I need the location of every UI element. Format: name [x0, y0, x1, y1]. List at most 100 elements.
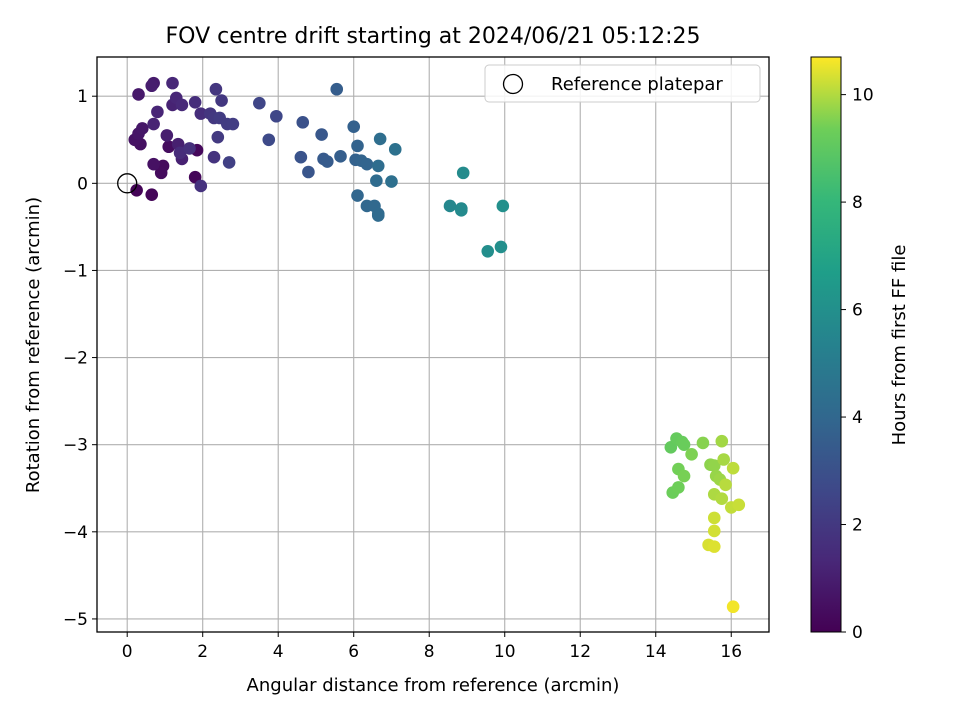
data-point: [320, 155, 334, 168]
data-point: [145, 79, 159, 93]
data-point: [696, 436, 710, 450]
data-point: [347, 120, 361, 133]
legend: Reference platepar: [484, 64, 761, 103]
data-point: [188, 96, 202, 109]
data-point: [154, 166, 168, 180]
data-point: [373, 132, 387, 146]
data-point: [717, 453, 730, 466]
y-tick-label: −3: [63, 436, 88, 456]
data-points: [128, 76, 746, 614]
x-tick-label: 4: [273, 642, 284, 662]
legend-label: Reference platepar: [551, 74, 723, 95]
data-point: [715, 434, 729, 448]
colorbar-tick-label: 8: [852, 193, 863, 213]
x-tick-label: 2: [197, 642, 208, 662]
data-point: [262, 133, 276, 147]
data-point: [707, 524, 721, 538]
x-tick-label: 8: [424, 642, 435, 662]
data-point: [456, 166, 470, 180]
data-point: [270, 109, 283, 123]
data-point: [296, 116, 310, 129]
data-point: [334, 150, 347, 163]
data-point: [194, 179, 208, 193]
data-point: [726, 600, 740, 614]
data-point: [715, 492, 729, 506]
data-point: [222, 156, 236, 169]
data-point: [183, 142, 196, 155]
data-point: [226, 117, 240, 131]
x-tick-label: 6: [348, 642, 359, 662]
legend-box: [484, 64, 761, 103]
data-point: [707, 511, 721, 525]
x-tick-label: 14: [645, 642, 667, 662]
x-axis-label: Angular distance from reference (arcmin): [247, 675, 620, 696]
plot-frame: [96, 56, 770, 633]
data-point: [351, 139, 364, 153]
y-tick-label: −1: [63, 261, 88, 281]
data-point: [481, 244, 495, 258]
data-point: [147, 157, 160, 171]
data-point: [330, 82, 344, 96]
data-point: [672, 481, 685, 494]
colorbar-label: Hours from first FF file: [889, 245, 910, 446]
data-point: [677, 469, 691, 483]
data-point: [360, 157, 374, 171]
data-point: [496, 199, 510, 213]
data-point: [388, 143, 402, 156]
data-point: [371, 159, 385, 173]
data-point: [162, 140, 176, 154]
legend-marker-icon: [502, 73, 524, 95]
data-point: [315, 128, 328, 141]
data-point: [677, 438, 691, 451]
data-point: [151, 105, 164, 119]
data-point: [455, 204, 468, 217]
data-point: [253, 96, 266, 110]
y-axis-label: Rotation from reference (arcmin): [23, 197, 44, 493]
colorbar-tick-label: 4: [852, 408, 863, 428]
y-tick-label: 0: [77, 174, 88, 194]
data-point: [443, 199, 457, 213]
x-tick-label: 0: [122, 642, 133, 662]
data-point: [302, 165, 315, 179]
data-point: [173, 146, 187, 160]
data-point: [685, 447, 698, 461]
data-point: [166, 76, 179, 90]
data-point: [726, 461, 740, 475]
grid-lines: [97, 57, 769, 632]
reference-marker: [117, 173, 138, 194]
data-point: [145, 188, 159, 201]
y-tick-label: −2: [63, 349, 88, 369]
data-point: [294, 150, 308, 164]
colorbar-ticks: 0 2 4 6 8 10: [841, 86, 874, 643]
x-axis-ticks: 0 2 4 6 8 10 12 14 16: [122, 632, 742, 662]
data-point: [130, 183, 143, 197]
colorbar: 0 2 4 6 8 10 Hours from first FF file: [810, 56, 910, 643]
x-tick-label: 12: [569, 642, 591, 662]
colorbar-gradient: [810, 56, 842, 633]
reference-point: [117, 173, 138, 194]
data-point: [351, 189, 364, 202]
x-tick-label: 16: [720, 642, 742, 662]
data-point: [215, 94, 228, 107]
colorbar-tick-label: 2: [852, 516, 863, 536]
y-tick-label: −4: [63, 523, 88, 543]
data-point: [132, 88, 145, 101]
data-point: [371, 209, 385, 222]
y-tick-label: −5: [63, 610, 88, 630]
colorbar-tick-label: 0: [852, 623, 863, 643]
data-point: [209, 82, 223, 96]
data-point: [136, 122, 149, 135]
chart-title: FOV centre drift starting at 2024/06/21 …: [166, 24, 701, 49]
data-point: [707, 459, 721, 472]
data-point: [370, 174, 383, 188]
data-point: [147, 117, 160, 131]
x-tick-label: 10: [494, 642, 516, 662]
data-point: [194, 107, 208, 120]
data-point: [175, 98, 189, 112]
data-point: [211, 130, 225, 144]
y-axis-ticks: 1 0 −1 −2 −3 −4 −5: [63, 87, 97, 630]
y-tick-label: 1: [77, 87, 88, 107]
data-point: [719, 478, 732, 492]
data-point: [732, 498, 746, 512]
